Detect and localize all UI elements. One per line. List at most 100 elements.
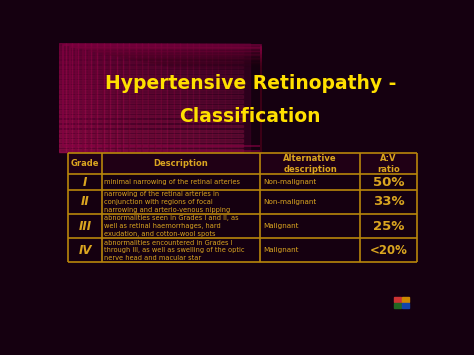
Bar [59, 56, 243, 59]
Bar [206, 43, 212, 152]
Text: II: II [81, 196, 90, 208]
Text: Description: Description [154, 159, 209, 168]
Bar [219, 43, 225, 152]
Text: Non-malignant: Non-malignant [264, 179, 317, 185]
Bar [161, 43, 167, 152]
Bar [72, 43, 78, 152]
Text: Alternative
description: Alternative description [283, 154, 337, 174]
Text: Non-malignant: Non-malignant [264, 199, 317, 205]
Bar [109, 55, 261, 181]
Bar [167, 43, 174, 152]
Bar [59, 125, 243, 127]
Bar [68, 174, 418, 190]
Bar [59, 43, 65, 152]
Bar [59, 71, 243, 73]
Bar [155, 65, 261, 215]
Bar [59, 66, 243, 68]
Bar [193, 43, 200, 152]
Bar [104, 43, 110, 152]
Bar [237, 43, 244, 152]
Bar [98, 43, 104, 152]
Bar [85, 43, 91, 152]
Bar [122, 58, 261, 191]
Text: Grade: Grade [71, 159, 99, 168]
Bar [59, 43, 250, 152]
Bar [78, 43, 85, 152]
Text: I: I [83, 176, 87, 189]
Bar [231, 43, 237, 152]
Bar [149, 63, 261, 211]
Bar [59, 90, 243, 93]
Bar [90, 51, 261, 166]
Bar [83, 49, 261, 161]
Bar [59, 140, 243, 142]
Bar [68, 214, 418, 238]
Bar [59, 85, 243, 88]
Bar [59, 46, 243, 49]
Bar [110, 43, 117, 152]
Bar [129, 43, 136, 152]
Bar [59, 120, 243, 122]
Bar [70, 47, 261, 151]
Text: narrowing of the retinal arteries in
conjunction with regions of focal
narrowing: narrowing of the retinal arteries in con… [104, 191, 230, 213]
Bar [401, 297, 409, 302]
Bar [180, 43, 187, 152]
Bar [155, 43, 161, 152]
Bar [212, 43, 219, 152]
Bar [117, 43, 123, 152]
Text: 33%: 33% [373, 196, 404, 208]
Bar [401, 303, 409, 308]
Bar [123, 43, 129, 152]
Text: abnormalities encountered in Grades I
through III, as well as swelling of the op: abnormalities encountered in Grades I th… [104, 240, 245, 261]
Bar [187, 43, 193, 152]
Text: Malignant: Malignant [264, 223, 299, 229]
Text: 50%: 50% [373, 176, 404, 189]
Bar [59, 105, 243, 108]
Text: Malignant: Malignant [264, 247, 299, 253]
Bar [162, 66, 261, 220]
Bar [148, 43, 155, 152]
Bar [175, 69, 261, 230]
Text: III: III [79, 220, 91, 233]
Bar [59, 110, 243, 113]
Text: Hypertensive Retinopathy -: Hypertensive Retinopathy - [105, 74, 396, 93]
Bar [68, 153, 418, 174]
Bar [102, 54, 261, 176]
Bar [244, 43, 250, 152]
Text: Classification: Classification [180, 107, 321, 126]
Bar [136, 60, 261, 201]
Bar [393, 303, 401, 308]
Bar [59, 115, 243, 118]
Bar [129, 59, 261, 196]
Bar [68, 190, 418, 214]
Bar [65, 43, 72, 152]
Text: IV: IV [78, 244, 92, 257]
Bar [200, 43, 206, 152]
Bar [59, 61, 243, 64]
Bar [169, 67, 261, 225]
Text: A:V
ratio: A:V ratio [377, 154, 400, 174]
Bar [393, 297, 401, 302]
Bar [136, 43, 142, 152]
Bar [116, 56, 261, 186]
Bar [68, 238, 418, 262]
Text: abnormalities seen in Grades I and II, as
well as retinal haemorrhages, hard
exu: abnormalities seen in Grades I and II, a… [104, 215, 239, 237]
Bar [63, 45, 261, 147]
Bar [91, 43, 98, 152]
Bar [174, 43, 180, 152]
Bar [59, 95, 243, 98]
Text: minimal narrowing of the retinal arteries: minimal narrowing of the retinal arterie… [104, 179, 240, 185]
Text: 25%: 25% [373, 220, 404, 233]
Bar [59, 80, 243, 83]
Bar [59, 149, 243, 152]
Bar [59, 130, 243, 132]
Bar [59, 75, 243, 78]
Bar [59, 51, 243, 54]
Bar [76, 48, 261, 156]
Bar [96, 52, 261, 171]
Bar [59, 100, 243, 103]
Bar [142, 43, 148, 152]
Text: <20%: <20% [370, 244, 408, 257]
Bar [142, 62, 261, 206]
Bar [59, 144, 243, 147]
